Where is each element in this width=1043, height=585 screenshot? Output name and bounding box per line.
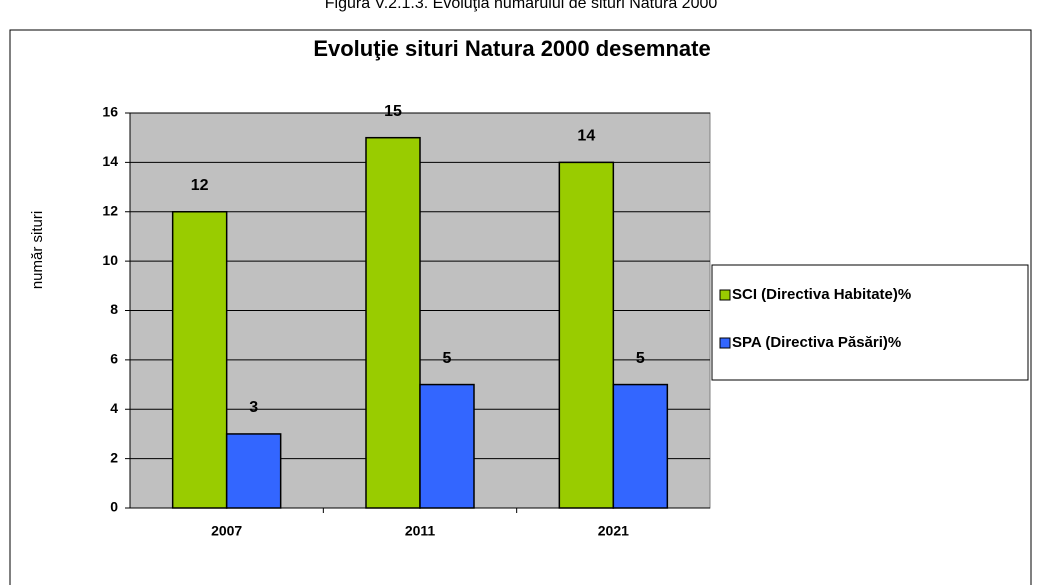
y-axis-label: număr situri [29, 211, 46, 289]
bar [419, 383, 475, 509]
data-label: 12 [191, 177, 209, 194]
bar [171, 211, 228, 509]
y-tick-label: 0 [110, 499, 118, 515]
legend-box [711, 264, 1029, 381]
data-label: 5 [636, 350, 645, 367]
legend-swatch [719, 337, 731, 349]
y-tick-label: 10 [102, 252, 118, 268]
bar [558, 161, 615, 509]
data-label: 15 [384, 103, 402, 120]
data-label: 14 [577, 128, 595, 145]
y-tick-label: 12 [102, 202, 118, 218]
legend-label: SPA (Directiva Păsări)% [732, 334, 901, 351]
x-tick-label: 2021 [598, 523, 629, 539]
y-tick-label: 14 [102, 153, 118, 169]
y-tick-label: 2 [110, 449, 118, 465]
bar [365, 136, 421, 509]
y-tick-label: 4 [110, 400, 118, 416]
bar [612, 383, 669, 509]
x-tick-label: 2011 [405, 523, 436, 539]
y-tick-label: 16 [102, 104, 118, 120]
legend-label: SCI (Directiva Habitate)% [732, 286, 911, 303]
data-label: 5 [443, 350, 452, 367]
y-tick-label: 8 [110, 301, 118, 317]
legend-swatch [719, 289, 731, 301]
chart-title: Evoluţie situri Natura 2000 desemnate [313, 36, 710, 61]
y-tick-label: 6 [110, 351, 118, 367]
x-tick-label: 2007 [211, 523, 242, 539]
caption: Figura V.2.1.3. Evoluţia numărului de si… [325, 0, 718, 12]
data-label: 3 [249, 399, 258, 416]
bar [225, 433, 282, 509]
